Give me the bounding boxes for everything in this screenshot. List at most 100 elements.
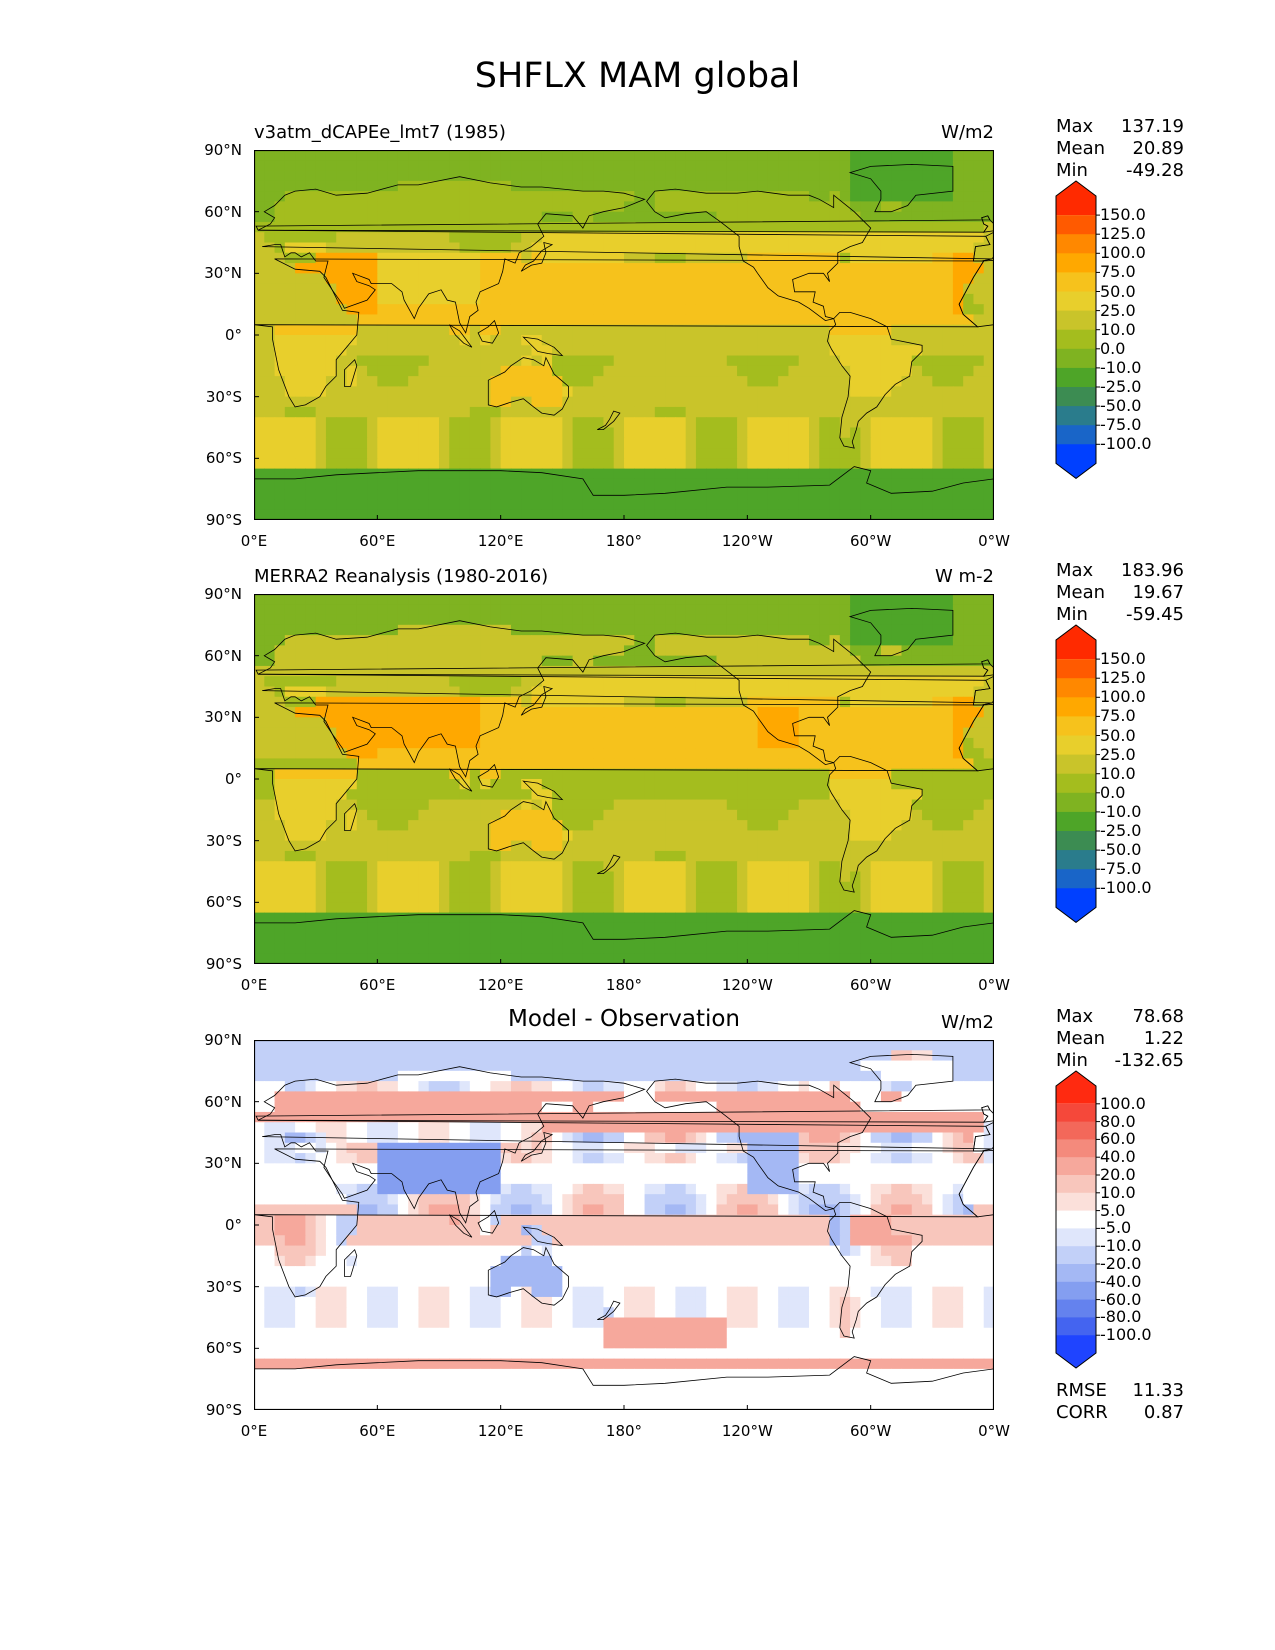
heatmap-cell [449, 345, 461, 357]
heatmap-cell [500, 665, 512, 677]
heatmap-cell [582, 737, 594, 749]
heatmap-cell [963, 871, 975, 883]
heatmap-cell [428, 748, 440, 760]
heatmap-cell [624, 211, 635, 223]
heatmap-cell [952, 150, 964, 161]
heatmap-cell [973, 170, 985, 182]
heatmap-cell [490, 665, 502, 677]
heatmap-cell [408, 221, 420, 233]
heatmap-cell [891, 150, 903, 161]
heatmap-cell [634, 768, 646, 780]
heatmap-cell [911, 820, 923, 831]
heatmap-cell [418, 211, 430, 223]
heatmap-cell [274, 437, 286, 449]
heatmap-cell [295, 427, 306, 439]
heatmap-cell [737, 655, 748, 667]
heatmap-cell [346, 717, 358, 729]
heatmap-cell [449, 509, 461, 520]
heatmap-cell [295, 324, 306, 336]
heatmap-cell [346, 406, 358, 418]
heatmap-cell [582, 335, 594, 346]
heatmap-cell [295, 365, 306, 377]
heatmap-cell [562, 478, 574, 490]
heatmap-cell [695, 758, 707, 770]
heatmap-cell [654, 665, 666, 677]
heatmap-cell [922, 655, 933, 667]
heatmap-cell [408, 150, 420, 161]
heatmap-cell [500, 840, 512, 852]
heatmap-cell [695, 458, 707, 470]
heatmap-cell [603, 789, 615, 801]
heatmap-cell [798, 335, 810, 346]
heatmap-cell [911, 417, 923, 429]
heatmap-cell [387, 221, 399, 233]
heatmap-cell [418, 396, 430, 408]
colorbar-label: 125.0 [1100, 224, 1146, 244]
heatmap-cell [593, 604, 605, 616]
heatmap-cell [860, 707, 872, 718]
heatmap-cell [706, 160, 718, 172]
heatmap-cell [901, 417, 913, 429]
heatmap-cell [716, 696, 728, 708]
heatmap-cell [634, 655, 646, 667]
heatmap-cell [654, 478, 666, 490]
heatmap-cell [952, 820, 964, 831]
heatmap-cell [757, 427, 769, 439]
heatmap-cell [716, 861, 728, 873]
heatmap-cell [757, 830, 769, 842]
heatmap-cell [613, 655, 625, 667]
heatmap-cell [613, 820, 625, 831]
heatmap-cell [274, 779, 286, 790]
heatmap-cell [654, 624, 666, 636]
heatmap-cell [901, 365, 913, 377]
heatmap-cell [695, 799, 707, 811]
heatmap-cell [315, 448, 327, 459]
heatmap-cell [911, 850, 923, 862]
heatmap-cell [480, 386, 491, 398]
heatmap-cell [295, 221, 306, 233]
heatmap-cell [552, 335, 563, 346]
heatmap-cell [449, 871, 461, 883]
heatmap-cell [891, 201, 903, 213]
heatmap-cell [264, 881, 276, 893]
heatmap-cell [541, 624, 553, 636]
heatmap-cell [500, 273, 512, 285]
heatmap-cell [829, 850, 841, 862]
heatmap-cell [757, 696, 769, 708]
heatmap-cell [716, 840, 728, 852]
heatmap-cell [582, 365, 594, 377]
heatmap-cell [500, 594, 512, 605]
heatmap-cell [264, 768, 276, 780]
heatmap-cell [973, 396, 985, 408]
heatmap-cell [531, 645, 543, 657]
heatmap-cell [274, 252, 286, 264]
heatmap-cell [428, 150, 440, 161]
heatmap-cell [654, 150, 666, 161]
heatmap-cell [510, 902, 522, 914]
heatmap-cell [552, 293, 563, 305]
heatmap-cell [480, 201, 491, 213]
heatmap-cell [911, 779, 923, 790]
heatmap-cell [973, 624, 985, 636]
heatmap-cell [685, 242, 697, 254]
heatmap-cell [356, 427, 368, 439]
heatmap-cell [264, 850, 276, 862]
heatmap-cell [767, 509, 779, 520]
heatmap-cell [480, 252, 491, 264]
heatmap-cell [665, 355, 676, 367]
heatmap-cell [480, 458, 491, 470]
heatmap-cell [757, 758, 769, 770]
heatmap-cell [634, 283, 646, 295]
heatmap-cell [397, 458, 409, 470]
heatmap-cell [932, 242, 944, 254]
heatmap-cell [552, 768, 563, 780]
heatmap-cell [439, 912, 450, 924]
heatmap-cell [469, 717, 481, 729]
x-tick-label: 180° [605, 532, 643, 550]
heatmap-cell [767, 468, 779, 480]
heatmap-cell [521, 324, 533, 336]
heatmap-cell [603, 335, 615, 346]
heatmap-cell [706, 273, 718, 285]
heatmap-cell [562, 386, 574, 398]
heatmap-cell [305, 707, 317, 718]
